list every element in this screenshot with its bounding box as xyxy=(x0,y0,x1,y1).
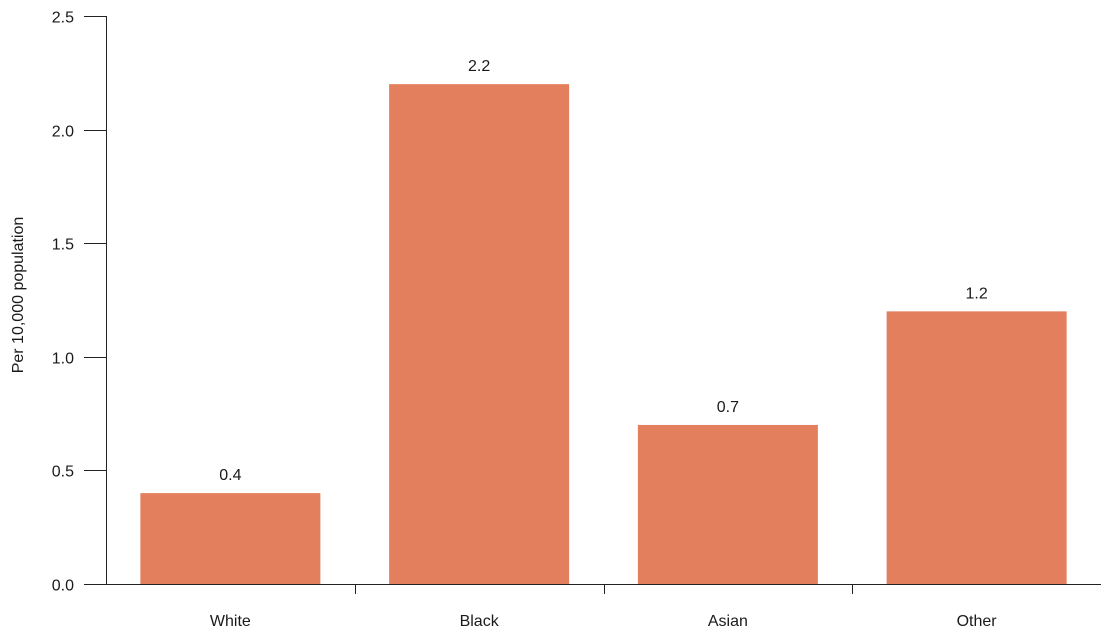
y-tick-label: 0.5 xyxy=(52,464,74,481)
x-tick-label: White xyxy=(210,613,251,630)
y-tick-label: 2.0 xyxy=(52,124,74,141)
bar-black xyxy=(389,84,570,584)
bar-white xyxy=(140,493,321,584)
y-axis: 0.0 0.5 1.0 1.5 2.0 2.5 xyxy=(52,10,107,595)
data-label: 1.2 xyxy=(966,285,988,302)
data-label: 0.7 xyxy=(717,399,739,416)
x-tick-label: Asian xyxy=(708,613,748,630)
y-tick-label: 1.5 xyxy=(52,237,74,254)
y-tick-label: 0.0 xyxy=(52,578,74,595)
bars xyxy=(140,84,1067,584)
x-axis: White Black Asian Other xyxy=(106,584,1101,630)
data-label: 0.4 xyxy=(219,467,241,484)
bar-other xyxy=(886,311,1067,584)
y-tick-label: 1.0 xyxy=(52,351,74,368)
data-label: 2.2 xyxy=(468,58,490,75)
data-labels: 0.4 2.2 0.7 1.2 xyxy=(219,58,988,484)
x-tick-label: Other xyxy=(957,613,998,630)
y-tick-label: 2.5 xyxy=(52,10,74,27)
y-axis-title: Per 10,000 population xyxy=(10,217,27,374)
x-tick-label: Black xyxy=(460,613,500,630)
bar-asian xyxy=(637,424,818,584)
